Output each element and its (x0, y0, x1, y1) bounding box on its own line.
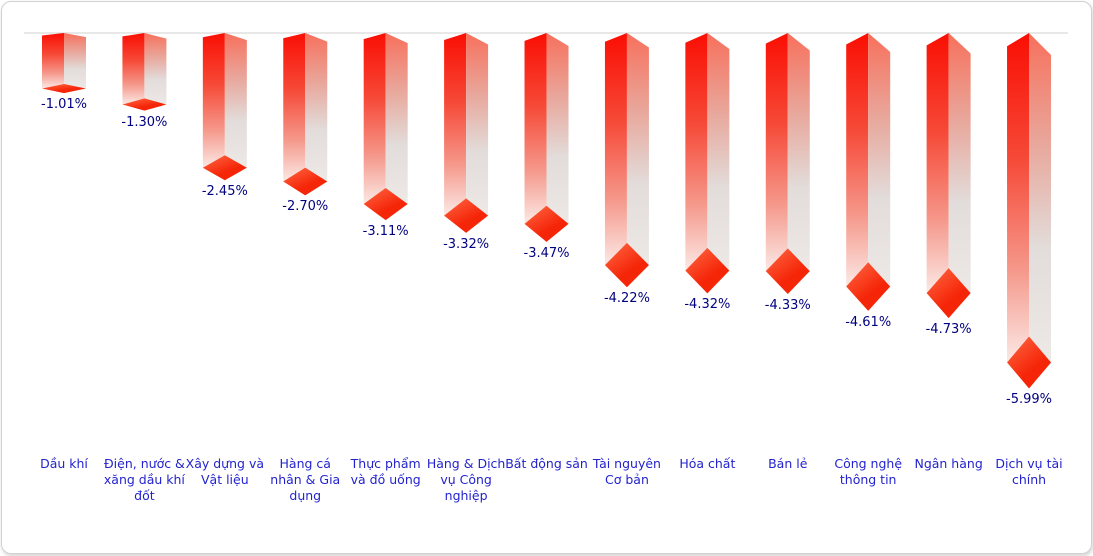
bar-side-face (1029, 33, 1052, 363)
bar-bottom-cap (363, 187, 408, 221)
bar-front-face (765, 33, 788, 272)
bar-5 (363, 33, 408, 221)
bar-side-face (707, 33, 730, 271)
bar-front-face (122, 33, 145, 105)
bar-side-face (626, 33, 649, 266)
bar-side-face (868, 33, 891, 287)
bar-front-face (846, 33, 869, 287)
bar-13 (1007, 33, 1052, 389)
bar-bottom-cap (42, 83, 86, 94)
bar-side-face (787, 33, 810, 272)
bar-front-face (1007, 33, 1030, 363)
bar-front-face (363, 33, 386, 205)
bar-4 (283, 33, 328, 196)
bar-8 (604, 33, 649, 288)
bar-2 (122, 33, 167, 111)
bar-bottom-cap (1007, 336, 1052, 389)
bar-side-face (466, 33, 489, 216)
bar-bottom-cap (524, 205, 569, 242)
bar-side-face (224, 33, 247, 168)
bar-10 (765, 33, 810, 294)
bar-bottom-cap (202, 155, 247, 181)
bar-9 (685, 33, 730, 294)
bar-12 (926, 33, 971, 319)
bar-side-face (948, 33, 971, 294)
bar-side-face (385, 33, 408, 205)
bar-bottom-cap (604, 242, 649, 288)
bar-bottom-cap (122, 98, 167, 111)
bar-bottom-cap (765, 248, 810, 294)
bar-side-face (546, 33, 569, 224)
bar-front-face (444, 33, 467, 216)
bar-front-face (524, 33, 547, 224)
bar-front-face (202, 33, 225, 168)
bar-front-face (604, 33, 627, 266)
bar-bottom-cap (685, 247, 730, 294)
bar-front-face (685, 33, 708, 271)
bar-bottom-cap (846, 262, 891, 311)
bar-bottom-cap (283, 167, 328, 196)
bar-7 (524, 33, 569, 242)
bar-front-face (283, 33, 306, 182)
bar-3 (202, 33, 247, 181)
bar-bottom-cap (444, 198, 489, 233)
bar-11 (846, 33, 891, 311)
bar-side-face (64, 33, 86, 89)
bar-bottom-cap (926, 268, 971, 319)
bar-front-face (926, 33, 949, 294)
bar-6 (444, 33, 489, 233)
bar-1 (42, 33, 86, 94)
bar-side-face (144, 33, 167, 105)
bar-side-face (305, 33, 328, 182)
bar-front-face (42, 33, 64, 89)
